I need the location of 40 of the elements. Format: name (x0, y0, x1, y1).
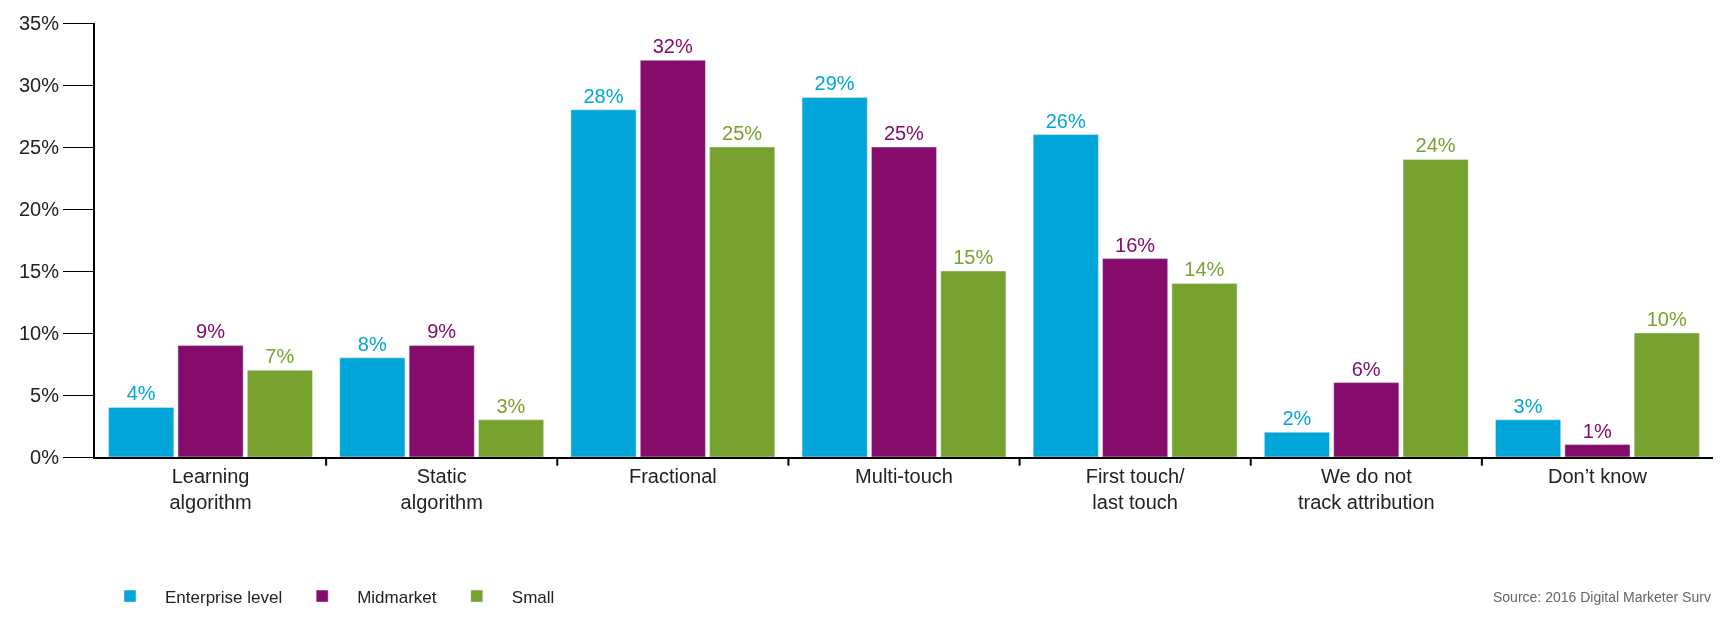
y-tick-label: 20% (18, 198, 60, 220)
data-label: 8% (357, 332, 387, 355)
legend-label: Enterprise level (165, 587, 283, 607)
y-tick-label: 30% (18, 74, 60, 96)
data-label: 25% (722, 122, 763, 144)
x-tick-label: Multi-touch (855, 465, 953, 487)
source-note: Source: 2016 Digital Marketer Surv (1493, 589, 1711, 605)
data-label: 2% (1282, 407, 1312, 430)
data-label: 15% (953, 246, 994, 268)
y-tick-label: 35% (18, 12, 60, 34)
data-label: 29% (814, 72, 855, 95)
y-tick-label: 0% (30, 446, 60, 468)
x-tick-label: We do not track attribution (1297, 465, 1435, 513)
x-tick-label: Learning algorithm (169, 465, 252, 513)
data-label: 10% (1646, 308, 1687, 330)
y-tick-label: 15% (18, 260, 60, 282)
data-label: 7% (265, 345, 295, 368)
y-tick-label: 10% (18, 322, 60, 344)
data-label: 25% (883, 122, 925, 144)
data-label: 9% (427, 320, 457, 343)
legend-label: Small (511, 587, 555, 607)
y-tick-label: 25% (18, 136, 60, 158)
data-label: 26% (1045, 109, 1086, 132)
y-tick-label: 5% (30, 384, 60, 406)
data-label: 9% (196, 320, 226, 343)
legend-label: Midmarket (357, 587, 437, 607)
data-label: 32% (652, 35, 693, 58)
x-tick-label: Fractional (628, 465, 717, 487)
data-label: 4% (126, 382, 156, 405)
data-label: 3% (1513, 394, 1543, 417)
data-label: 14% (1184, 258, 1225, 281)
data-label: 24% (1415, 134, 1456, 157)
x-tick-label: First touch/ last touch (1085, 465, 1186, 513)
data-label: 16% (1115, 233, 1156, 256)
data-label: 28% (583, 84, 624, 107)
data-label: 1% (1582, 419, 1612, 442)
x-tick-label: Don’t know (1547, 465, 1648, 487)
data-label: 3% (496, 394, 526, 417)
x-tick-label: Static algorithm (400, 465, 483, 513)
data-label: 6% (1351, 357, 1381, 380)
